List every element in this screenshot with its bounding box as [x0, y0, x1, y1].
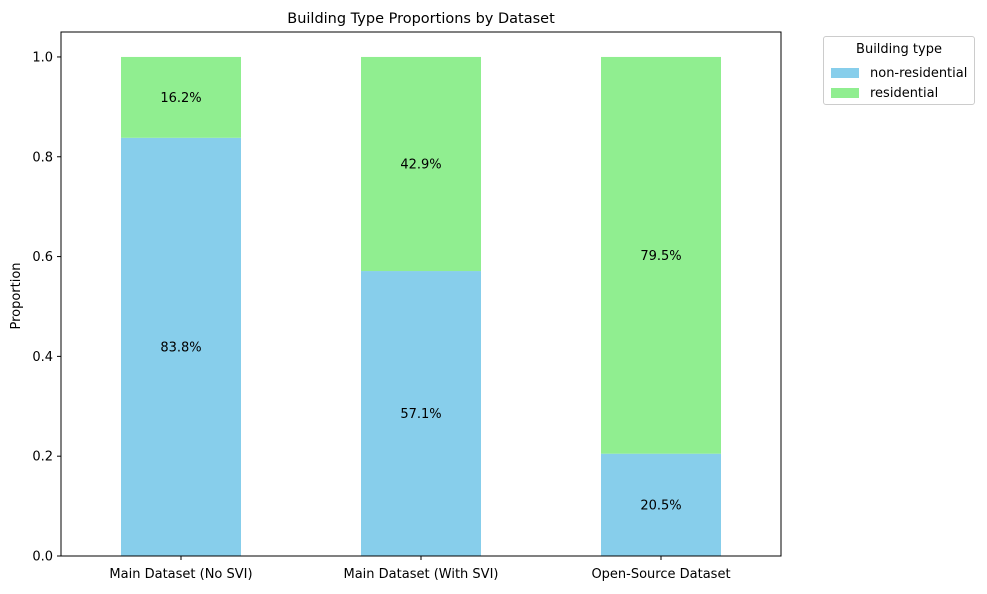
y-tick-label: 0.8: [32, 150, 53, 165]
x-tick-label: Main Dataset (With SVI): [344, 567, 499, 582]
plot-frame: [60, 31, 782, 557]
y-tick-label: 0.0: [32, 550, 53, 565]
data-label-residential-1: 42.9%: [400, 157, 441, 172]
y-tick-label: 1.0: [32, 50, 53, 65]
y-tick-label: 0.2: [32, 450, 53, 465]
legend-label-non-residential: non-residential: [870, 65, 968, 81]
legend: Building type non-residential residentia…: [823, 36, 975, 105]
legend-title: Building type: [856, 42, 942, 57]
legend-item-residential: residential: [831, 84, 938, 102]
bar-residential-0: [121, 56, 241, 138]
legend-swatch-residential: [831, 88, 859, 98]
chart-title: Building Type Proportions by Dataset: [287, 11, 555, 27]
y-tick-label: 0.4: [32, 350, 53, 365]
y-axis-label: Proportion: [9, 262, 24, 329]
data-label-non-residential-2: 20.5%: [640, 498, 681, 513]
data-label-residential-0: 16.2%: [160, 91, 201, 106]
legend-label-residential: residential: [870, 85, 939, 101]
x-tick-label: Main Dataset (No SVI): [109, 567, 252, 582]
bar-non-residential-2: [601, 453, 721, 556]
bar-non-residential-0: [121, 137, 241, 556]
legend-swatch-non-residential: [831, 68, 859, 78]
x-tick-label: Open-Source Dataset: [591, 567, 730, 582]
y-tick-label: 0.6: [32, 250, 53, 265]
plot-area: 0.0 0.2 0.4 0.6 0.8 1.0 83.8% 16.2% Main Dataset…: [32, 50, 730, 582]
bar-residential-2: [601, 56, 721, 454]
legend-item-non-residential: non-residential: [831, 64, 967, 82]
bar-non-residential-1: [361, 271, 481, 556]
data-label-non-residential-0: 83.8%: [160, 340, 201, 355]
data-label-non-residential-1: 57.1%: [400, 407, 441, 422]
bar-residential-1: [361, 56, 481, 272]
data-label-residential-2: 79.5%: [640, 249, 681, 264]
